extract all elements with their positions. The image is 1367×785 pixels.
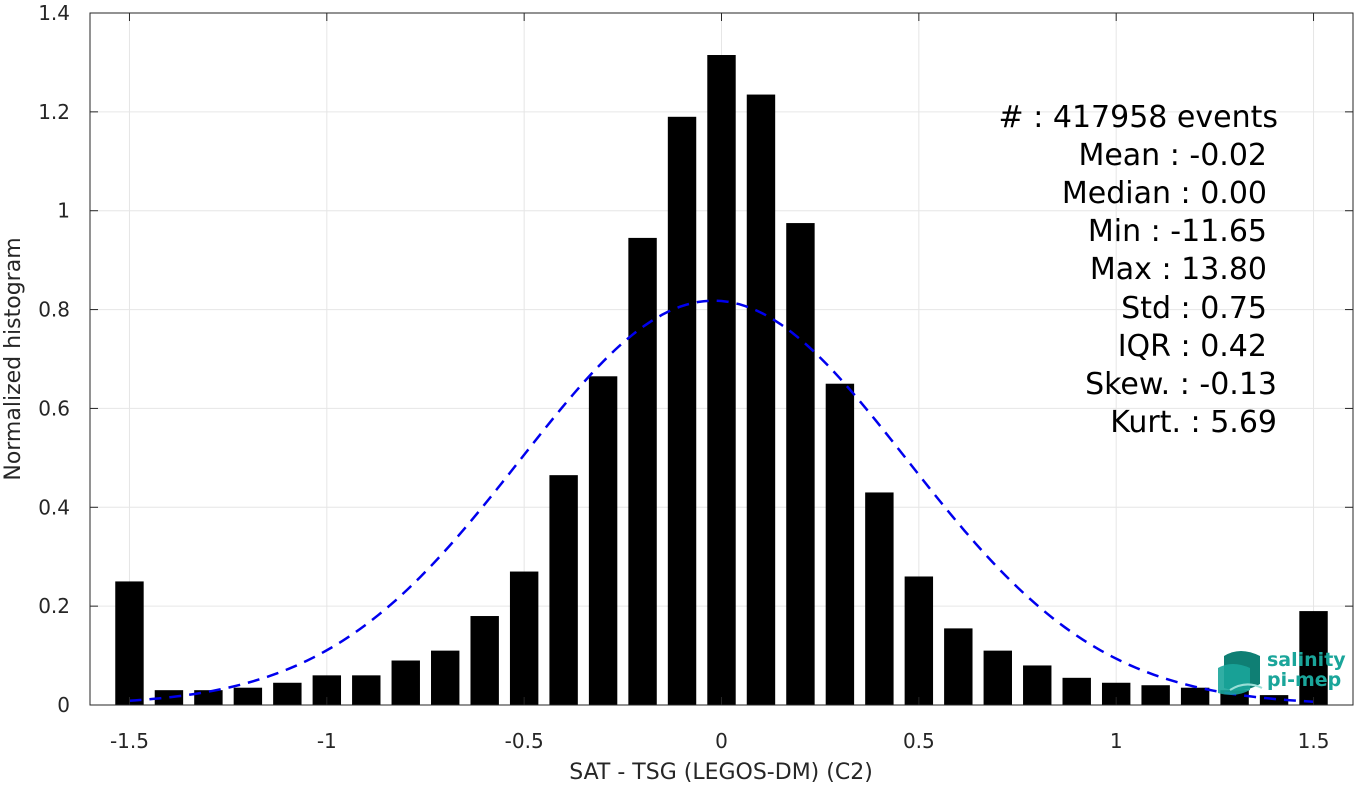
y-tick-label: 0.8 <box>38 298 70 322</box>
histogram-bar <box>1101 682 1131 705</box>
histogram-bar <box>115 581 144 705</box>
histogram-bar <box>865 492 894 705</box>
x-tick-label: 0.5 <box>903 729 935 753</box>
histogram-bar <box>391 660 420 705</box>
x-tick-label: -1.5 <box>110 729 149 753</box>
y-axis-label: Normalized histogram <box>1 237 26 480</box>
histogram-bar <box>273 682 302 705</box>
stat-min: Min : -11.65 <box>1088 214 1267 249</box>
histogram-bar <box>904 576 934 705</box>
x-axis-label: SAT - TSG (LEGOS-DM) (C2) <box>569 760 873 785</box>
histogram-bars <box>115 55 1328 706</box>
stat-iqr: IQR : 0.42 <box>1118 329 1267 364</box>
y-tick-label: 0 <box>57 693 70 717</box>
histogram-bar <box>1180 687 1210 705</box>
histogram-bar <box>983 650 1012 705</box>
histogram-bar <box>825 383 855 705</box>
y-tick-label: 0.4 <box>38 495 70 519</box>
histogram-bar <box>588 376 618 705</box>
stat-skew: Skew. : -0.13 <box>1085 367 1277 402</box>
y-tick-label: 1.2 <box>38 100 70 124</box>
histogram-bar <box>470 616 499 705</box>
histogram-bar <box>1141 685 1170 705</box>
normal-fit-curve <box>129 299 1314 703</box>
x-tick-label: 0 <box>715 729 728 753</box>
histogram-bar <box>944 628 973 705</box>
y-tick-label: 0.6 <box>38 396 70 420</box>
x-axis-ticks: -1.5 -1 -0.5 0 0.5 1 1.5 <box>110 13 1329 753</box>
histogram-bar <box>549 475 578 705</box>
histogram-bar <box>786 223 815 706</box>
histogram-bar <box>707 55 736 706</box>
y-axis-ticks: 0 0.2 0.4 0.6 0.8 1 1.2 1.4 <box>38 1 1353 717</box>
stat-max: Max : 13.80 <box>1090 252 1267 287</box>
logo-mark-icon <box>1218 651 1263 695</box>
stat-events: # : 417958 events <box>999 100 1278 135</box>
histogram-bar <box>509 571 539 705</box>
salinity-pimep-logo: salinity pi-mep <box>1218 649 1346 695</box>
x-tick-label: -1 <box>317 729 337 753</box>
x-tick-label: 1 <box>1110 729 1123 753</box>
histogram-bar <box>233 687 263 705</box>
stat-kurt: Kurt. : 5.69 <box>1110 405 1277 440</box>
stat-std: Std : 0.75 <box>1121 291 1267 326</box>
histogram-bar <box>746 94 776 706</box>
logo-text-line1: salinity <box>1267 649 1346 671</box>
histogram-bar <box>194 690 223 705</box>
histogram-bar <box>154 690 184 705</box>
y-tick-label: 0.2 <box>38 594 70 618</box>
stat-median: Median : 0.00 <box>1062 176 1267 211</box>
histogram-bar <box>1299 611 1328 705</box>
histogram-bar <box>431 650 460 705</box>
x-tick-label: -0.5 <box>505 729 544 753</box>
y-tick-label: 1.4 <box>38 1 70 25</box>
histogram-bar <box>1062 677 1091 705</box>
histogram-bar <box>352 675 381 705</box>
stat-mean: Mean : -0.02 <box>1078 138 1267 173</box>
x-tick-label: 1.5 <box>1298 729 1330 753</box>
histogram-bar <box>667 116 697 706</box>
logo-text-line2: pi-mep <box>1267 669 1341 691</box>
histogram-bar <box>628 237 657 705</box>
stats-box: # : 417958 events Mean : -0.02 Median : … <box>999 100 1278 440</box>
y-tick-label: 1 <box>57 199 70 223</box>
histogram-bar <box>1023 665 1052 705</box>
